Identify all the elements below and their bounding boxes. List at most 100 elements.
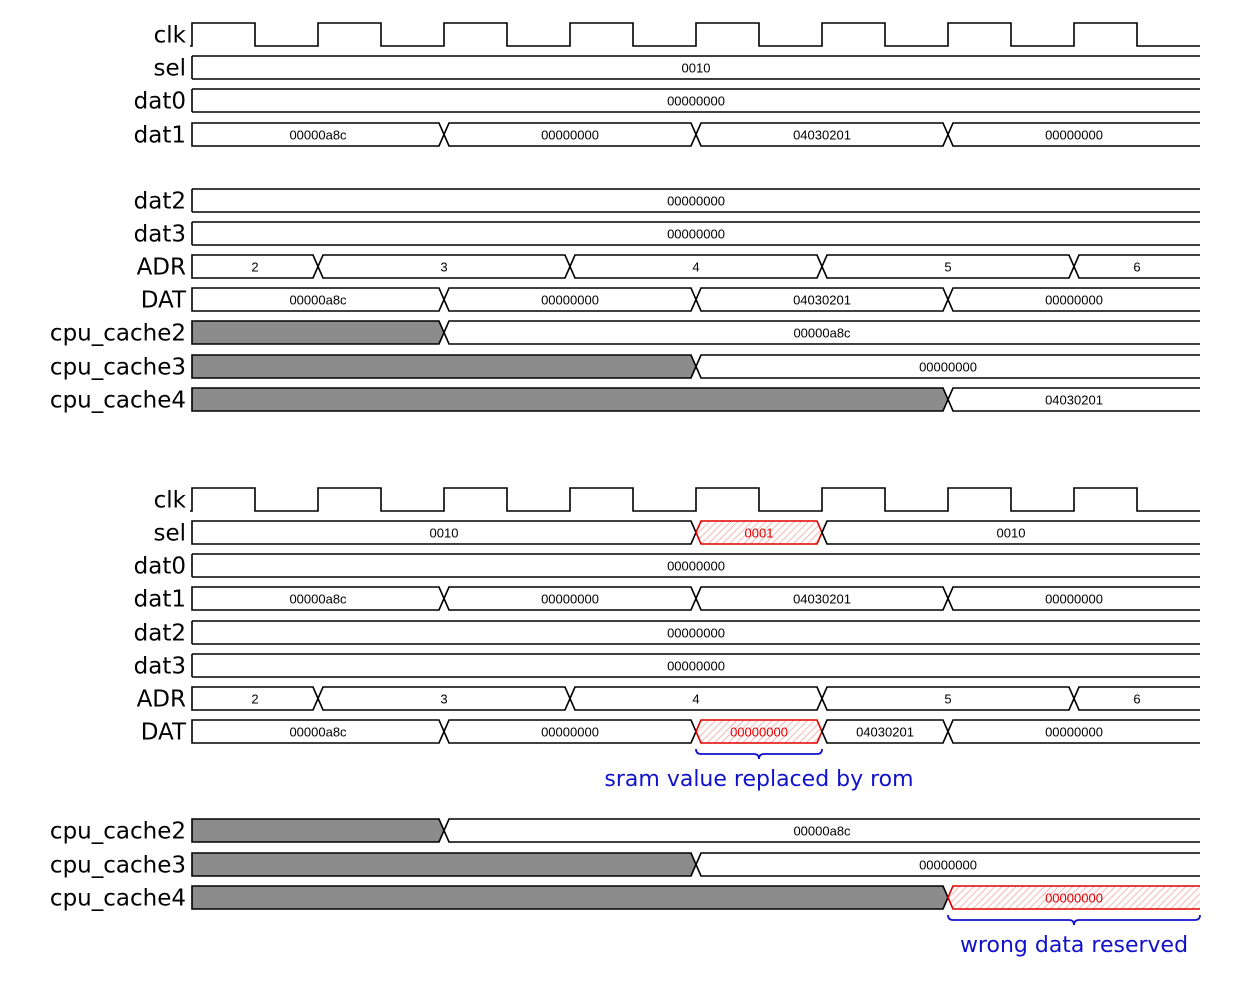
bus-value-label: 00000000 xyxy=(541,293,599,308)
bus-segment-fill xyxy=(192,853,696,876)
bus-value-label: 00000000 xyxy=(919,360,977,375)
bus-value-segment xyxy=(443,818,1200,843)
signal-name-label: dat2 xyxy=(134,621,186,647)
bus-segment-fill xyxy=(192,587,444,610)
bus-value-label: 04030201 xyxy=(1045,393,1103,408)
bus-segment-fill xyxy=(192,89,1200,112)
clock-waveform xyxy=(190,487,1200,512)
bus-segment-fill xyxy=(192,521,696,544)
bus-value-label: 04030201 xyxy=(793,128,851,143)
bus-value-label: 3 xyxy=(440,692,447,707)
bus-value-segment xyxy=(947,719,1200,744)
bus-value-label: 00000a8c xyxy=(793,824,851,839)
unknown-value-segment xyxy=(191,387,949,412)
unknown-value-segment xyxy=(191,818,445,843)
bus-segment-fill xyxy=(822,687,1074,710)
bus-segment-fill xyxy=(1074,687,1200,710)
bus-value-segment xyxy=(191,55,1200,80)
bus-segment-fill xyxy=(192,388,948,411)
bus-segment-fill xyxy=(444,321,1200,344)
bus-value-label: 00000000 xyxy=(1045,293,1103,308)
bus-value-segment xyxy=(443,320,1200,345)
bus-segment-fill xyxy=(696,720,822,743)
signal-row-dat2: dat2 00000000 xyxy=(134,620,1200,647)
bus-segment-fill xyxy=(318,255,570,278)
bus-value-segment xyxy=(1073,686,1200,711)
bus-value-label: 00000000 xyxy=(541,592,599,607)
bus-value-label: 00000a8c xyxy=(289,293,347,308)
bus-segment-fill xyxy=(696,587,948,610)
signal-name-label: clk xyxy=(154,488,187,514)
bus-segment-fill xyxy=(192,554,1200,577)
signal-row-adr: ADR 2 3 4 5 6 xyxy=(137,686,1200,713)
bus-segment-fill xyxy=(822,521,1200,544)
annotation-wrong-data-reserved: wrong data reserved xyxy=(947,914,1201,958)
signal-row-dat0: dat0 00000000 xyxy=(134,553,1200,580)
bus-value-label: 00000000 xyxy=(541,725,599,740)
unknown-value-segment xyxy=(191,852,697,877)
bus-value-label: 3 xyxy=(440,260,447,275)
bus-segment-fill xyxy=(192,255,318,278)
bus-value-label: 00000000 xyxy=(667,94,725,109)
bus-segment-fill xyxy=(444,720,696,743)
bus-segment-fill xyxy=(192,56,1200,79)
bus-value-label: 00000000 xyxy=(667,626,725,641)
signal-name-label: cpu_cache3 xyxy=(50,853,186,879)
signal-name-label: clk xyxy=(154,23,187,49)
bus-segment-fill xyxy=(444,288,696,311)
signal-row-dat3: dat3 00000000 xyxy=(134,653,1200,680)
bus-segment-fill xyxy=(444,819,1200,842)
bus-value-segment xyxy=(695,354,1200,379)
bus-value-label: 00000000 xyxy=(1045,891,1103,906)
signal-row-dat2: dat2 00000000 xyxy=(134,188,1200,215)
bus-value-label: 4 xyxy=(692,260,699,275)
bus-value-label: 00000000 xyxy=(667,559,725,574)
bus-segment-fill xyxy=(696,853,1200,876)
bus-value-segment xyxy=(695,852,1200,877)
bus-value-label: 5 xyxy=(944,692,951,707)
bus-value-segment xyxy=(191,122,445,147)
bus-value-segment xyxy=(191,620,1200,645)
bus-value-segment xyxy=(947,387,1200,412)
bus-value-label: 00000a8c xyxy=(289,725,347,740)
bus-value-label: 00000a8c xyxy=(289,128,347,143)
signal-row-dat: DAT 00000a8c 00000000 04030201 00000000 xyxy=(141,287,1200,314)
bus-segment-fill xyxy=(192,654,1200,677)
bus-value-segment xyxy=(947,885,1200,910)
bus-segment-fill xyxy=(192,819,444,842)
signal-name-label: dat1 xyxy=(134,587,186,613)
signal-name-label: cpu_cache4 xyxy=(50,388,186,414)
bus-value-label: 6 xyxy=(1133,260,1140,275)
annotation-sram-value-replaced-by-rom: sram value replaced by rom xyxy=(604,748,914,792)
unknown-value-segment xyxy=(191,885,949,910)
bus-value-segment xyxy=(947,122,1200,147)
bus-segment-fill xyxy=(696,123,948,146)
signal-name-label: dat0 xyxy=(134,554,186,580)
signal-row-cpu-cache4: cpu_cache4 00000000 xyxy=(50,885,1200,912)
signal-row-sel: sel 0010 0001 0010 xyxy=(153,520,1200,547)
signal-name-label: sel xyxy=(153,521,186,547)
bus-segment-fill xyxy=(822,255,1074,278)
signal-name-label: dat2 xyxy=(134,189,186,215)
bus-segment-fill xyxy=(696,355,1200,378)
signal-name-label: cpu_cache3 xyxy=(50,355,186,381)
bus-segment-fill xyxy=(570,687,822,710)
bus-segment-fill xyxy=(192,720,444,743)
signal-name-label: dat3 xyxy=(134,654,186,680)
bus-segment-fill xyxy=(948,288,1200,311)
signal-row-clk: clk xyxy=(154,487,1200,514)
bus-segment-fill xyxy=(948,720,1200,743)
timing-diagram-top: clk sel 0010 dat0 00000000 dat1 00000a8c 000000… xyxy=(50,22,1200,414)
signal-row-dat: DAT 00000a8c 00000000 00000000 04030201 00000… xyxy=(141,719,1200,746)
bus-value-label: 00000000 xyxy=(667,659,725,674)
bus-value-label: 00000000 xyxy=(1045,592,1103,607)
bus-value-segment xyxy=(191,553,1200,578)
bus-value-label: 04030201 xyxy=(793,293,851,308)
signal-row-cpu-cache3: cpu_cache3 00000000 xyxy=(50,852,1200,879)
bus-value-segment xyxy=(191,254,319,279)
bus-segment-fill xyxy=(192,886,948,909)
bus-value-segment xyxy=(191,653,1200,678)
signal-row-cpu-cache2: cpu_cache2 00000a8c xyxy=(50,320,1200,347)
unknown-value-segment xyxy=(191,320,445,345)
bus-value-segment xyxy=(1073,254,1200,279)
